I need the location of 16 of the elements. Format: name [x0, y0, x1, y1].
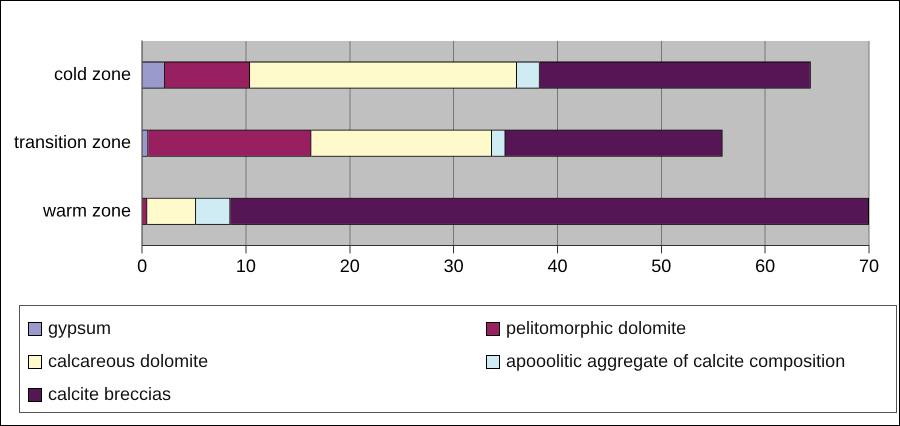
y-tick-label: warm zone	[42, 200, 132, 220]
y-tick-label: transition zone	[14, 132, 132, 152]
legend-label: gypsum	[48, 318, 112, 339]
legend-label: pelitomorphic dolomite	[506, 318, 686, 339]
x-tick-label: 50	[651, 256, 672, 276]
x-tick-label: 60	[755, 256, 776, 276]
x-tick-label: 10	[236, 256, 256, 276]
legend-label: calcareous dolomite	[48, 351, 208, 372]
y-tick-label: cold zone	[54, 64, 132, 84]
legend-label: calcite breccias	[48, 384, 172, 405]
x-tick-label: 40	[547, 256, 568, 276]
x-tick-label: 0	[137, 256, 148, 276]
x-tick-label: 30	[444, 256, 464, 276]
x-tick-label: 20	[340, 256, 360, 276]
x-tick-label: 70	[858, 256, 880, 276]
legend-label: apooolitic aggregate of calcite composition	[506, 351, 846, 372]
